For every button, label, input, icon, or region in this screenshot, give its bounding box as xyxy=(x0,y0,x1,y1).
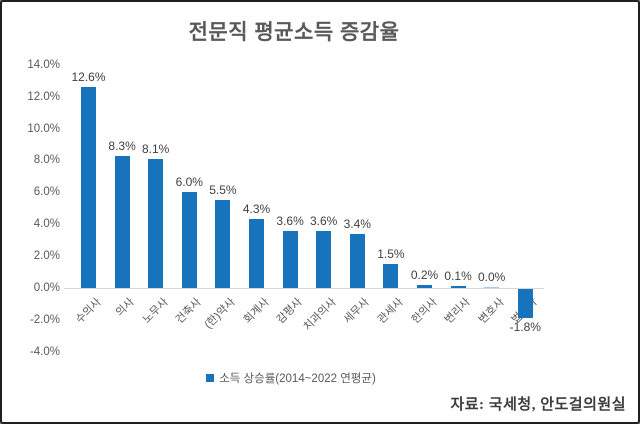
y-axis-tick-label: 0.0% xyxy=(33,282,60,294)
bar-value-label: -1.8% xyxy=(509,319,541,334)
bar-value-label: 3.6% xyxy=(310,213,338,228)
bar-value-label: 1.5% xyxy=(377,247,405,262)
y-axis-tick-label: 10.0% xyxy=(27,122,60,135)
bar xyxy=(282,230,298,288)
legend-marker-icon xyxy=(206,374,215,382)
bar xyxy=(450,286,466,288)
bar xyxy=(249,219,264,288)
y-axis-tick-label: 12.0% xyxy=(27,90,60,103)
bar-value-label: 12.6% xyxy=(71,70,106,85)
y-axis-tick-label: 8.0% xyxy=(33,154,60,167)
y-axis-tick-label: 6.0% xyxy=(33,186,60,199)
bar-value-label: 0.0% xyxy=(478,269,506,284)
bar-value-label: 8.3% xyxy=(108,138,136,153)
bar-value-label: 6.0% xyxy=(175,175,203,190)
bar xyxy=(215,200,231,288)
bar xyxy=(349,233,365,288)
bar-value-label: 4.3% xyxy=(242,202,271,217)
bar-value-label: 0.2% xyxy=(410,267,439,282)
source-note: 자료: 국세청, 안도걸의원실 xyxy=(450,397,626,413)
y-axis-tick-label: 2.0% xyxy=(33,250,60,263)
bar-value-label: 5.5% xyxy=(209,183,237,198)
legend-label: 소득 상승률(2014~2022 연평균) xyxy=(219,373,376,385)
bar xyxy=(417,284,432,288)
bar-value-label: 3.4% xyxy=(343,216,371,231)
bar xyxy=(383,264,399,288)
y-axis-tick-label: -4.0% xyxy=(29,345,60,358)
bar xyxy=(181,192,197,288)
y-axis-tick-label: -2.0% xyxy=(29,313,60,326)
bar-value-label: 8.1% xyxy=(142,141,170,156)
bar xyxy=(316,230,332,288)
chart-title: 전문직 평균소득 증감율 xyxy=(188,21,400,44)
y-axis-tick-label: 4.0% xyxy=(33,218,60,231)
bar-value-label: 0.1% xyxy=(444,269,472,284)
legend: 소득 상승률(2014~2022 연평균) xyxy=(2,370,580,386)
bar xyxy=(517,289,533,318)
bar xyxy=(484,286,500,288)
bar xyxy=(81,87,96,288)
bar xyxy=(148,158,164,288)
bar-value-label: 3.6% xyxy=(276,213,304,228)
x-axis-line xyxy=(64,288,544,289)
y-axis-tick-label: 14.0% xyxy=(27,58,60,71)
bar xyxy=(114,155,130,288)
